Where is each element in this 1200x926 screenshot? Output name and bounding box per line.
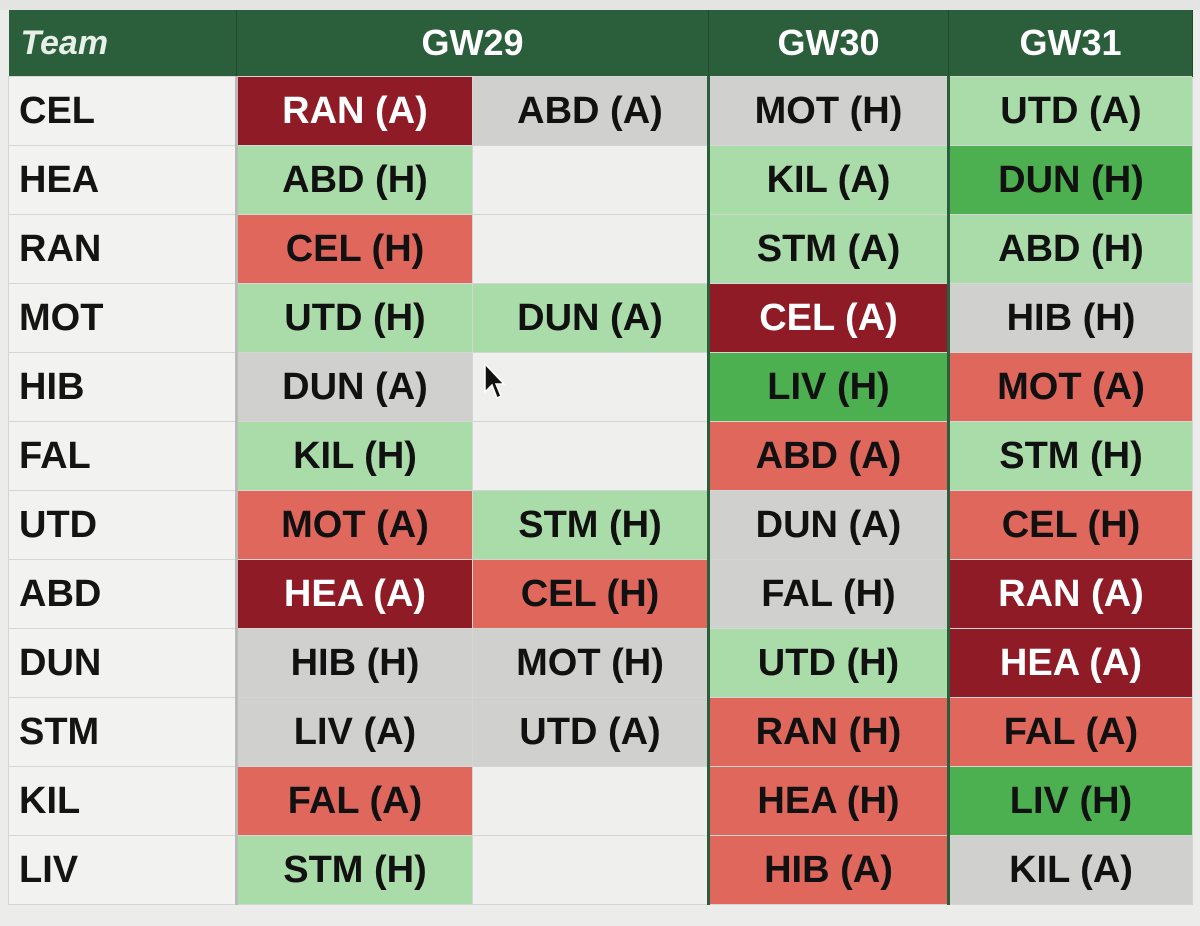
table-row: RAN CEL (H) STM (A) ABD (H) bbox=[8, 214, 1193, 284]
fixture-cell-gw31[interactable]: KIL (A) bbox=[947, 835, 1193, 905]
fixture-cell-gw31[interactable]: RAN (A) bbox=[947, 559, 1193, 629]
table-row: HIB DUN (A) LIV (H) MOT (A) bbox=[8, 352, 1193, 422]
fixture-cell-gw31[interactable]: FAL (A) bbox=[947, 697, 1193, 767]
fixture-cell-gw30[interactable]: MOT (H) bbox=[707, 76, 949, 146]
table-row: ABD HEA (A) CEL (H) FAL (H) RAN (A) bbox=[8, 559, 1193, 629]
table-row: MOT UTD (H) DUN (A) CEL (A) HIB (H) bbox=[8, 283, 1193, 353]
fixture-cell-gw31[interactable]: CEL (H) bbox=[947, 490, 1193, 560]
fixture-cell-gw29-first[interactable]: ABD (H) bbox=[235, 145, 473, 215]
fixture-cell-gw29-second[interactable]: STM (H) bbox=[472, 490, 709, 560]
team-cell[interactable]: MOT bbox=[8, 283, 237, 353]
fixture-cell-gw29-first[interactable]: RAN (A) bbox=[235, 76, 473, 146]
fixture-cell-gw30[interactable]: UTD (H) bbox=[707, 628, 949, 698]
fixture-cell-gw29-second[interactable] bbox=[472, 835, 709, 905]
table-row: FAL KIL (H) ABD (A) STM (H) bbox=[8, 421, 1193, 491]
fixture-cell-gw29-second[interactable] bbox=[472, 352, 709, 422]
fixture-cell-gw29-first[interactable]: STM (H) bbox=[235, 835, 473, 905]
fixture-cell-gw29-second[interactable]: DUN (A) bbox=[472, 283, 709, 353]
fixture-cell-gw29-first[interactable]: HIB (H) bbox=[235, 628, 473, 698]
fixture-cell-gw29-second[interactable]: MOT (H) bbox=[472, 628, 709, 698]
fixture-cell-gw31[interactable]: HEA (A) bbox=[947, 628, 1193, 698]
fixture-cell-gw29-second[interactable] bbox=[472, 766, 709, 836]
fixture-cell-gw30[interactable]: HEA (H) bbox=[707, 766, 949, 836]
fixture-cell-gw29-first[interactable]: FAL (A) bbox=[235, 766, 473, 836]
fixture-cell-gw30[interactable]: ABD (A) bbox=[707, 421, 949, 491]
fixture-cell-gw31[interactable]: MOT (A) bbox=[947, 352, 1193, 422]
team-cell[interactable]: ABD bbox=[8, 559, 237, 629]
fixture-cell-gw29-second[interactable]: UTD (A) bbox=[472, 697, 709, 767]
fixture-cell-gw30[interactable]: HIB (A) bbox=[707, 835, 949, 905]
table-row: HEA ABD (H) KIL (A) DUN (H) bbox=[8, 145, 1193, 215]
header-gw29[interactable]: GW29 bbox=[236, 10, 709, 77]
table-row: DUN HIB (H) MOT (H) UTD (H) HEA (A) bbox=[8, 628, 1193, 698]
top-strip bbox=[0, 0, 1200, 10]
fixture-cell-gw31[interactable]: HIB (H) bbox=[947, 283, 1193, 353]
fixture-cell-gw31[interactable]: STM (H) bbox=[947, 421, 1193, 491]
fixture-cell-gw29-second[interactable] bbox=[472, 145, 709, 215]
table-body: CEL RAN (A) ABD (A) MOT (H) UTD (A) HEA ABD (H… bbox=[8, 76, 1193, 905]
fixture-cell-gw30[interactable]: LIV (H) bbox=[707, 352, 949, 422]
fixture-cell-gw29-first[interactable]: MOT (A) bbox=[235, 490, 473, 560]
fixture-cell-gw30[interactable]: FAL (H) bbox=[707, 559, 949, 629]
team-cell[interactable]: HEA bbox=[8, 145, 237, 215]
header-gw30[interactable]: GW30 bbox=[708, 10, 949, 77]
team-cell[interactable]: HIB bbox=[8, 352, 237, 422]
fixture-cell-gw29-first[interactable]: KIL (H) bbox=[235, 421, 473, 491]
fixture-cell-gw29-first[interactable]: DUN (A) bbox=[235, 352, 473, 422]
table-row: UTD MOT (A) STM (H) DUN (A) CEL (H) bbox=[8, 490, 1193, 560]
team-cell[interactable]: UTD bbox=[8, 490, 237, 560]
team-cell[interactable]: LIV bbox=[8, 835, 237, 905]
fixture-cell-gw30[interactable]: RAN (H) bbox=[707, 697, 949, 767]
fixture-table: Team GW29 GW30 GW31 CEL RAN (A) ABD (A) MOT… bbox=[8, 10, 1193, 905]
header-gw31[interactable]: GW31 bbox=[948, 10, 1193, 77]
fixture-cell-gw31[interactable]: UTD (A) bbox=[947, 76, 1193, 146]
fixture-cell-gw30[interactable]: DUN (A) bbox=[707, 490, 949, 560]
fixture-cell-gw29-second[interactable]: CEL (H) bbox=[472, 559, 709, 629]
header-team[interactable]: Team bbox=[8, 10, 237, 77]
table-row: KIL FAL (A) HEA (H) LIV (H) bbox=[8, 766, 1193, 836]
table-row: STM LIV (A) UTD (A) RAN (H) FAL (A) bbox=[8, 697, 1193, 767]
fixture-cell-gw29-first[interactable]: CEL (H) bbox=[235, 214, 473, 284]
header-row: Team GW29 GW30 GW31 bbox=[8, 10, 1193, 77]
fixture-cell-gw31[interactable]: LIV (H) bbox=[947, 766, 1193, 836]
fixture-cell-gw29-first[interactable]: UTD (H) bbox=[235, 283, 473, 353]
table-row: CEL RAN (A) ABD (A) MOT (H) UTD (A) bbox=[8, 76, 1193, 146]
table-row: LIV STM (H) HIB (A) KIL (A) bbox=[8, 835, 1193, 905]
fixture-cell-gw30[interactable]: KIL (A) bbox=[707, 145, 949, 215]
team-cell[interactable]: KIL bbox=[8, 766, 237, 836]
fixture-cell-gw31[interactable]: DUN (H) bbox=[947, 145, 1193, 215]
team-cell[interactable]: DUN bbox=[8, 628, 237, 698]
fixture-cell-gw29-second[interactable]: ABD (A) bbox=[472, 76, 709, 146]
fixture-cell-gw29-first[interactable]: LIV (A) bbox=[235, 697, 473, 767]
fixture-cell-gw31[interactable]: ABD (H) bbox=[947, 214, 1193, 284]
mouse-pointer-icon bbox=[484, 362, 505, 400]
team-cell[interactable]: CEL bbox=[8, 76, 237, 146]
fixture-cell-gw30[interactable]: CEL (A) bbox=[707, 283, 949, 353]
fixture-cell-gw29-second[interactable] bbox=[472, 214, 709, 284]
team-cell[interactable]: FAL bbox=[8, 421, 237, 491]
fixture-cell-gw30[interactable]: STM (A) bbox=[707, 214, 949, 284]
team-cell[interactable]: RAN bbox=[8, 214, 237, 284]
team-cell[interactable]: STM bbox=[8, 697, 237, 767]
fixture-cell-gw29-second[interactable] bbox=[472, 421, 709, 491]
fixture-cell-gw29-first[interactable]: HEA (A) bbox=[235, 559, 473, 629]
